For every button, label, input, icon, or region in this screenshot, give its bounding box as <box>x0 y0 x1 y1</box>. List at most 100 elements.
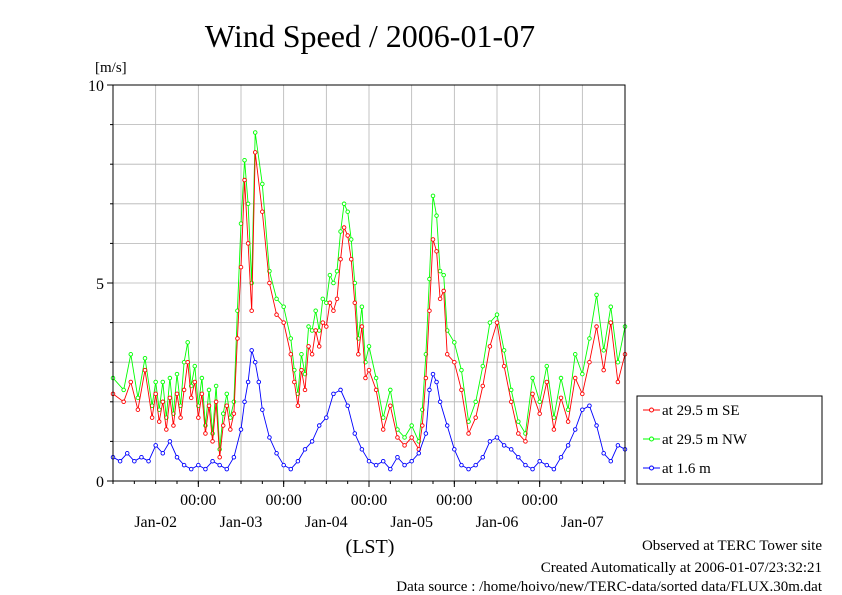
data-point <box>423 431 429 436</box>
data-point <box>359 447 365 452</box>
x-axis-label: (LST) <box>346 536 395 558</box>
data-point <box>146 458 151 464</box>
data-point <box>160 379 166 385</box>
data-point <box>199 391 205 397</box>
data-point <box>274 451 279 456</box>
data-point <box>530 375 535 381</box>
data-point <box>196 415 201 420</box>
data-point <box>473 462 478 468</box>
data-point <box>580 371 585 377</box>
data-point <box>267 280 272 286</box>
data-point <box>242 177 247 183</box>
data-point <box>530 391 535 397</box>
y-tick-label: 10 <box>88 78 104 95</box>
data-point <box>480 383 486 389</box>
data-point <box>238 221 244 226</box>
data-point <box>373 387 379 393</box>
data-point <box>501 348 507 353</box>
data-point <box>544 363 550 369</box>
plot-area <box>110 130 628 472</box>
data-point <box>306 344 311 349</box>
legend-marker <box>649 436 654 442</box>
data-point <box>316 328 322 333</box>
data-point <box>558 375 564 381</box>
data-point <box>320 320 326 325</box>
data-point <box>324 324 329 329</box>
data-point <box>121 399 126 405</box>
data-point <box>213 383 219 389</box>
data-point <box>452 359 457 365</box>
data-point <box>281 462 286 468</box>
data-point <box>587 403 592 409</box>
data-point <box>508 387 514 393</box>
data-point <box>487 320 493 325</box>
data-point <box>260 181 265 187</box>
data-point <box>256 379 262 385</box>
data-point <box>149 415 155 420</box>
data-point <box>466 466 471 472</box>
data-point <box>274 312 279 317</box>
data-point <box>427 387 432 393</box>
data-point <box>167 375 173 381</box>
data-point <box>441 272 446 278</box>
data-point <box>252 130 258 135</box>
data-point <box>452 447 457 452</box>
legend-box <box>636 395 823 485</box>
data-point <box>544 462 550 468</box>
data-point <box>348 237 354 242</box>
x-hour-label: 00:00 <box>180 492 216 509</box>
data-point <box>199 375 205 381</box>
data-point <box>117 458 123 464</box>
data-point <box>558 395 564 401</box>
data-point <box>434 249 439 254</box>
data-point <box>320 296 326 302</box>
data-point <box>366 458 372 464</box>
data-point <box>338 229 343 234</box>
data-point <box>459 387 464 393</box>
data-point <box>124 451 130 456</box>
data-point <box>388 403 393 409</box>
data-point <box>327 300 333 306</box>
data-point <box>220 411 226 416</box>
data-point <box>295 458 301 464</box>
data-point <box>516 454 521 460</box>
data-point <box>185 359 190 365</box>
data-point <box>224 403 230 409</box>
data-point <box>373 462 379 468</box>
data-point <box>167 395 173 401</box>
data-point <box>395 435 400 440</box>
data-point <box>473 415 478 420</box>
data-point <box>252 359 258 365</box>
data-point <box>480 454 486 460</box>
data-point <box>203 431 208 436</box>
x-day-label: Jan-07 <box>561 514 604 531</box>
data-point <box>331 391 336 397</box>
data-point <box>128 352 134 357</box>
data-point <box>516 419 521 424</box>
data-point <box>153 443 158 448</box>
data-point <box>537 411 542 416</box>
data-point <box>615 443 621 448</box>
data-point <box>544 379 550 385</box>
data-point <box>601 367 606 373</box>
data-point <box>494 435 500 440</box>
series-1 <box>110 130 628 452</box>
x-day-label: Jan-04 <box>305 514 348 531</box>
footer-created: Created Automatically at 2006-01-07/23:3… <box>541 560 822 576</box>
legend-marker <box>649 465 654 471</box>
x-day-label: Jan-05 <box>390 514 433 531</box>
data-point <box>160 399 166 405</box>
data-point <box>587 336 592 341</box>
data-point <box>437 399 443 405</box>
data-point <box>181 462 187 468</box>
footer-site: Observed at TERC Tower site <box>642 538 822 554</box>
legend: at 29.5 m SE at 29.5 m NW at 1.6 m <box>636 395 823 485</box>
data-point <box>615 379 621 385</box>
data-point <box>366 344 372 349</box>
data-point <box>587 359 592 365</box>
data-point <box>601 348 606 353</box>
data-point <box>185 340 190 345</box>
data-point <box>306 324 311 329</box>
data-point <box>316 344 322 349</box>
data-point <box>594 292 599 298</box>
